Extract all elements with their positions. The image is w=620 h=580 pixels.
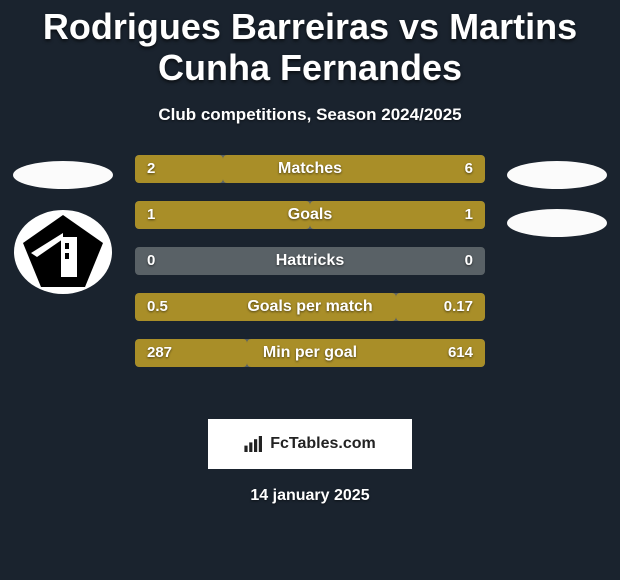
page-title: Rodrigues Barreiras vs Martins Cunha Fer… [0, 0, 620, 89]
left-player-column [8, 155, 118, 295]
player-photo-placeholder [507, 209, 607, 237]
right-player-column [502, 155, 612, 237]
stat-row: 26Matches [135, 155, 485, 183]
stat-row: 0.50.17Goals per match [135, 293, 485, 321]
subtitle: Club competitions, Season 2024/2025 [0, 105, 620, 125]
bar-chart-icon [244, 436, 264, 452]
player-photo-placeholder [507, 161, 607, 189]
stat-label: Hattricks [135, 247, 485, 275]
branding-badge: FcTables.com [208, 419, 412, 469]
player-photo-placeholder [13, 161, 113, 189]
stat-row: 11Goals [135, 201, 485, 229]
stat-label: Goals per match [135, 293, 485, 321]
stat-row: 00Hattricks [135, 247, 485, 275]
branding-text: FcTables.com [270, 435, 376, 453]
stat-row: 287614Min per goal [135, 339, 485, 367]
comparison-area: 26Matches 11Goals 00Hattricks 0.50.17Goals … [0, 155, 620, 405]
comparison-bars: 26Matches 11Goals 00Hattricks 0.50.17Goals … [135, 155, 485, 367]
date-label: 14 january 2025 [0, 487, 620, 505]
stat-label: Min per goal [135, 339, 485, 367]
club-logo [13, 209, 113, 295]
stat-label: Matches [135, 155, 485, 183]
stat-label: Goals [135, 201, 485, 229]
